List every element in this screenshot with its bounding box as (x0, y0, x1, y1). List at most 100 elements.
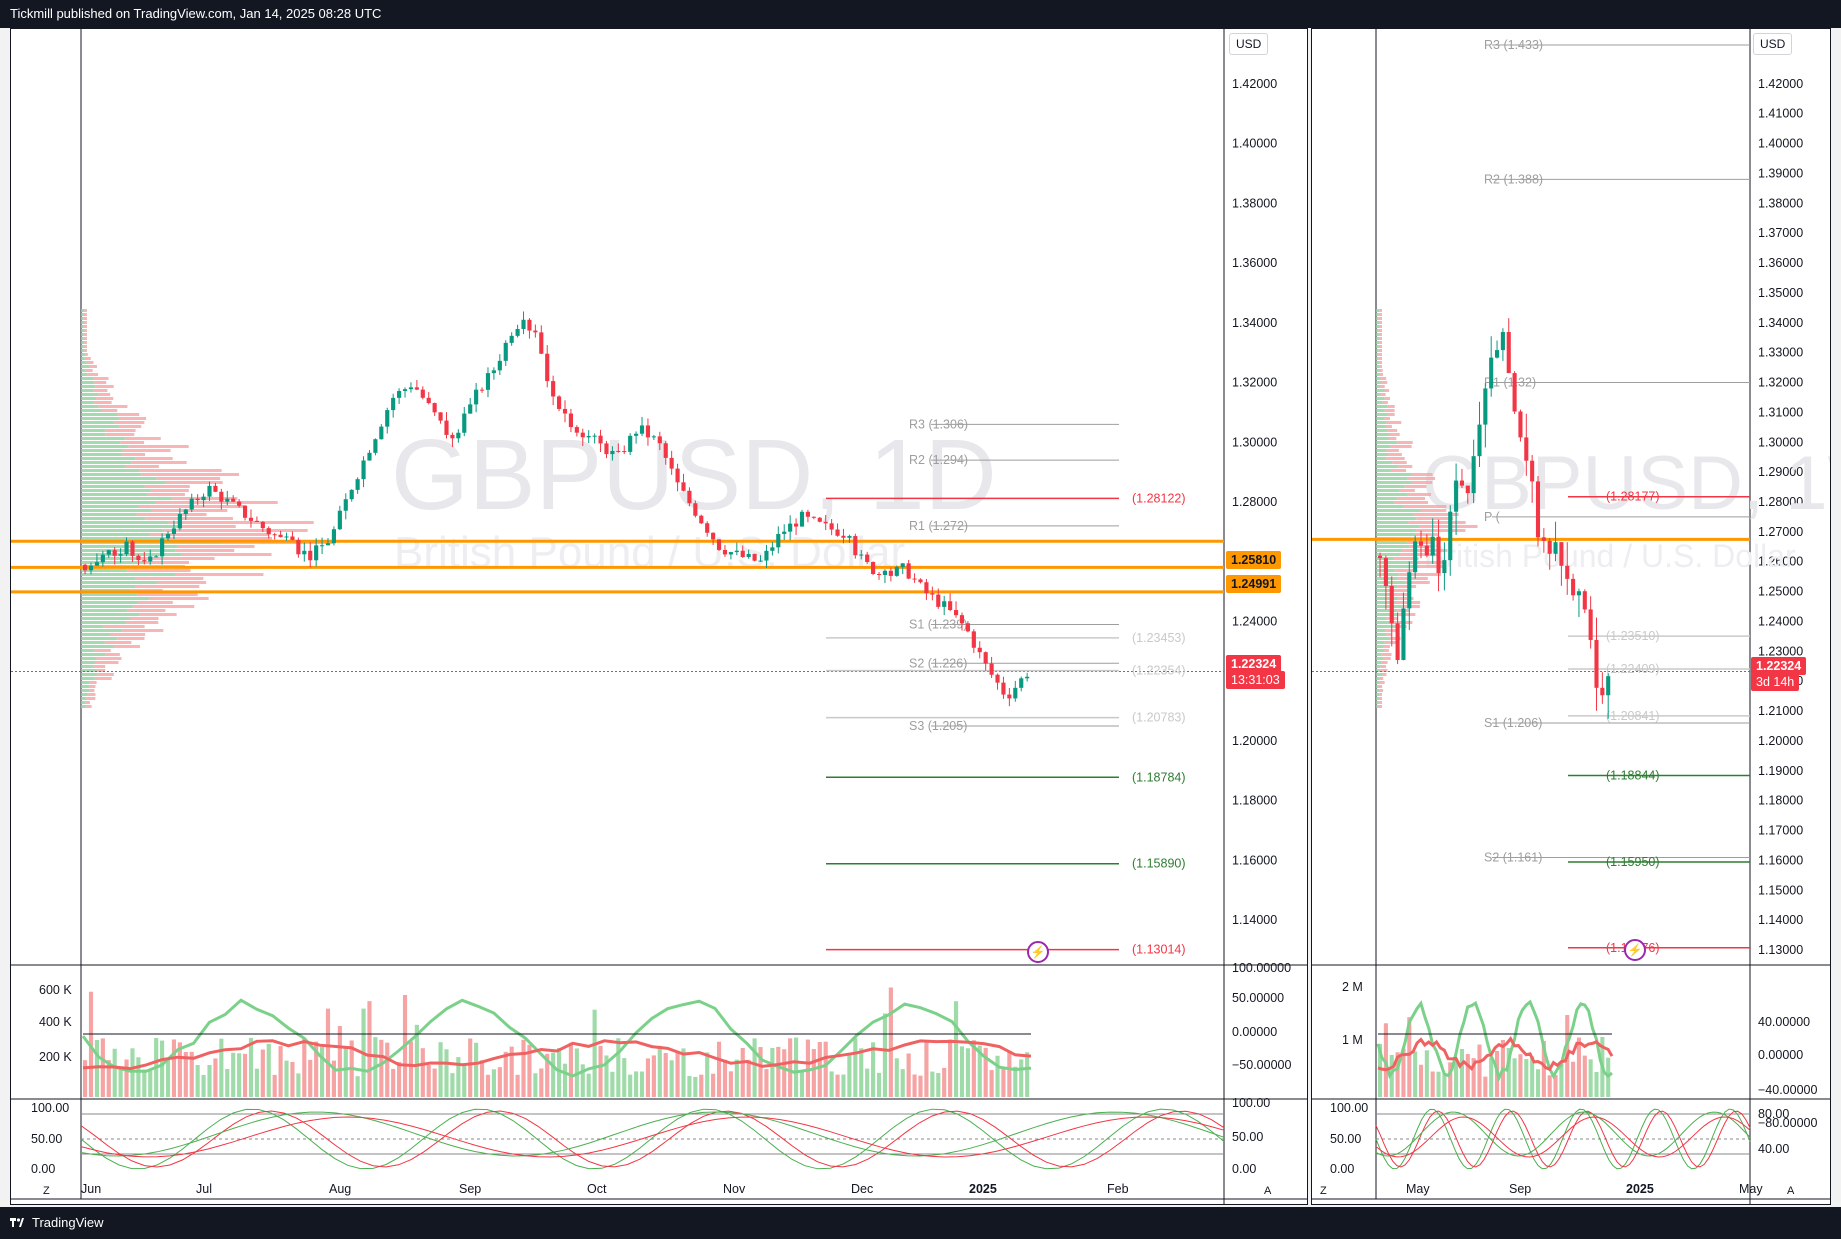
volume-profile-bar (1379, 681, 1385, 684)
volume-bar (634, 1071, 639, 1097)
volume-profile-bar (125, 437, 161, 440)
auto-scale-button[interactable]: A (1787, 1185, 1795, 1197)
volume-profile-bar (155, 501, 278, 504)
price-tick-label: 1.34000 (1232, 316, 1277, 330)
candle-body (213, 485, 218, 492)
candle-body (835, 529, 840, 536)
lightning-icon[interactable]: ⚡ (1027, 941, 1049, 963)
volume-bar (871, 1042, 876, 1097)
level-badge-1: 1.25810 (1226, 551, 1282, 569)
volume-profile-bar (1379, 693, 1382, 696)
weekly-chart-panel[interactable]: 1.42000 1.41000 1.40000 1.39000 1.38000 1.370… (1311, 28, 1831, 1205)
candle-body (722, 549, 728, 555)
price-tick-label: 1.30000 (1232, 435, 1277, 449)
volume-profile-bar (86, 697, 96, 700)
lightning-icon[interactable]: ⚡ (1624, 939, 1646, 961)
candle-body (414, 387, 419, 390)
volume-profile-bar (1405, 581, 1430, 584)
candle-body (1413, 541, 1418, 573)
volume-bar (165, 1059, 171, 1097)
candle-body (977, 647, 982, 653)
volume-profile-bar (93, 389, 108, 392)
volume-bar (586, 1073, 591, 1097)
volume-profile-bar (1376, 417, 1385, 420)
candle-body (503, 342, 508, 361)
volume-bar (1019, 1059, 1024, 1097)
candle-body (1378, 555, 1383, 559)
volume-bar (752, 1038, 757, 1097)
auto-scale-button[interactable]: A (1264, 1185, 1272, 1197)
candle-body (1506, 332, 1511, 374)
volume-profile-bar (81, 469, 140, 472)
oscillator-line-green (81, 998, 1032, 1078)
volume-bar (1413, 1051, 1418, 1097)
candle-body (272, 534, 277, 536)
volume-profile-bar (179, 525, 236, 528)
volume-profile-bar (1390, 445, 1412, 448)
volume-profile-bar (1376, 377, 1381, 380)
volume-bar (284, 1060, 289, 1097)
zoom-z-button[interactable]: Z (43, 1185, 50, 1197)
volume-profile-bar (175, 549, 235, 552)
volume-profile-bar (1379, 369, 1383, 372)
volume-profile-bar (1392, 461, 1407, 464)
volume-bar (965, 1048, 970, 1097)
volume-bar (355, 1076, 360, 1097)
candle-body (562, 408, 568, 414)
oscillator-tick-label: −50.00000 (1232, 1058, 1291, 1072)
candle-body (154, 556, 159, 558)
volume-profile-bar (1384, 649, 1389, 652)
volume-profile-bar (1376, 325, 1380, 328)
candle-body (1530, 460, 1535, 482)
candle-body (965, 623, 970, 632)
volume-bar (213, 1058, 218, 1097)
volume-profile-bar (81, 313, 84, 316)
candle-body (290, 536, 295, 540)
volume-profile-bar (1376, 669, 1381, 672)
daily-chart-canvas[interactable]: 1.42000 1.40000 1.38000 1.36000 1.34000 1.320… (11, 29, 1307, 1204)
time-axis-label: Nov (723, 1182, 746, 1196)
volume-profile-bar (1376, 677, 1380, 680)
volume-profile-bar (1376, 397, 1385, 400)
volume-profile-bar (1376, 705, 1379, 708)
volume-tick-label: 400 K (39, 1015, 72, 1029)
candle-body (177, 513, 182, 529)
volume-bar (953, 1001, 959, 1097)
price-tick-label: 1.24000 (1758, 614, 1803, 628)
volume-profile-bar (1393, 589, 1409, 592)
volume-profile-bar (122, 449, 171, 452)
volume-bar (918, 1075, 923, 1097)
stoch-slow-signal (80, 1116, 1225, 1158)
candle-body (94, 562, 99, 566)
candle-body (1389, 586, 1394, 624)
volume-profile-bar (81, 569, 128, 572)
volume-profile-bar (81, 593, 138, 596)
candle-body (118, 554, 123, 556)
candle-body (705, 523, 710, 533)
volume-profile-bar (81, 357, 85, 360)
time-axis-label: Oct (587, 1182, 607, 1196)
candle-body (894, 567, 899, 576)
volume-bar (207, 1064, 212, 1097)
volume-bar (385, 1042, 390, 1097)
currency-selector[interactable]: USD (1753, 33, 1793, 55)
volume-bar (811, 1049, 816, 1097)
volume-profile-bar (1376, 581, 1406, 584)
volume-profile-bar (83, 313, 87, 316)
zoom-z-button[interactable]: Z (1320, 1185, 1327, 1197)
volume-profile-bar (1376, 497, 1398, 500)
volume-profile-bar (81, 441, 121, 444)
volume-profile-bar (81, 509, 152, 512)
volume-profile-bar (81, 465, 126, 468)
currency-selector[interactable]: USD (1229, 33, 1269, 55)
candle-body (533, 330, 538, 333)
weekly-chart-canvas[interactable]: 1.42000 1.41000 1.40000 1.39000 1.38000 1.370… (1312, 29, 1830, 1204)
volume-profile-bar (1376, 381, 1381, 384)
volume-profile-bar (1390, 469, 1407, 472)
volume-bar (444, 1049, 449, 1097)
volume-profile-bar (83, 325, 87, 328)
daily-chart-panel[interactable]: 1.42000 1.40000 1.38000 1.36000 1.34000 1.320… (10, 28, 1308, 1205)
volume-profile-bar (81, 645, 114, 648)
pivot-label: R1 (1.272) (909, 519, 968, 533)
candle-body (1436, 536, 1441, 574)
